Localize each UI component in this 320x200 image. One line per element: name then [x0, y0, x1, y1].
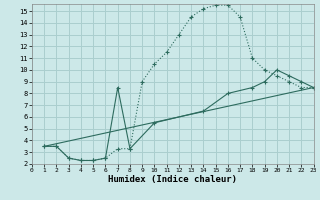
X-axis label: Humidex (Indice chaleur): Humidex (Indice chaleur): [108, 175, 237, 184]
